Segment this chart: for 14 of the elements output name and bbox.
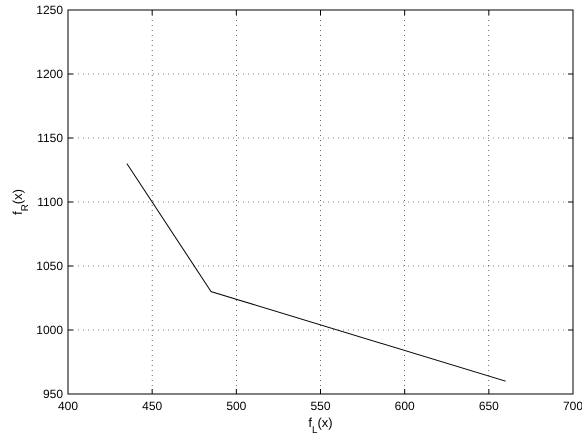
x-tick-label: 650 [478,399,500,413]
x-tick-label: 450 [142,399,162,413]
x-tick-label: 400 [58,399,78,413]
x-tick-label: 500 [226,399,247,413]
y-tick-label: 1150 [37,131,64,145]
y-tick-label: 950 [42,387,64,401]
y-tick-label: 1100 [37,195,64,209]
y-tick-label: 1000 [36,323,64,337]
x-tick-label: 550 [310,399,331,413]
x-tick-label: 600 [394,399,415,413]
y-tick-label: 1050 [36,259,64,273]
y-tick-label: 1250 [36,3,64,17]
y-tick-label: 1200 [36,67,64,81]
x-axis-title: f$_{L}$(x) [308,415,333,436]
